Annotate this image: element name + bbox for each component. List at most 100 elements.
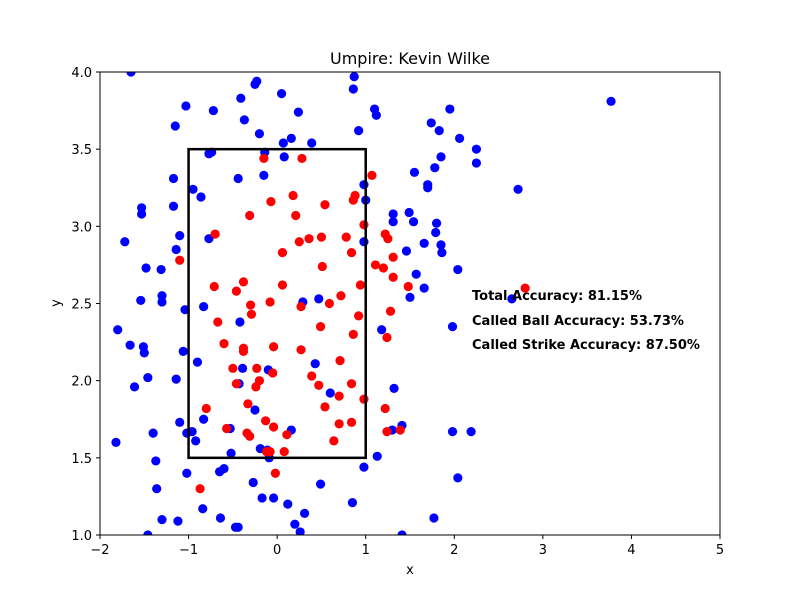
strike-point xyxy=(348,195,358,205)
ball-point xyxy=(359,462,369,472)
ball-point xyxy=(431,218,442,228)
ball-point xyxy=(239,115,249,125)
strike-point xyxy=(520,283,530,293)
y-tick-label: 1.0 xyxy=(71,529,92,544)
ball-point xyxy=(250,405,260,415)
strike-point xyxy=(346,417,357,427)
y-tick-label: 1.5 xyxy=(71,452,92,467)
strike-point xyxy=(334,391,344,401)
ball-point xyxy=(310,359,320,369)
ball-point xyxy=(372,451,382,461)
strike-point xyxy=(266,197,276,207)
strike-point xyxy=(380,403,390,414)
ball-point xyxy=(466,426,476,437)
ball-point xyxy=(141,263,151,273)
ball-point xyxy=(199,301,209,312)
ball-point xyxy=(171,374,181,384)
ball-point xyxy=(404,207,414,218)
strike-point xyxy=(388,272,398,282)
strike-point xyxy=(334,419,344,429)
strike-point xyxy=(335,356,345,366)
ball-point xyxy=(215,513,226,523)
ball-point xyxy=(279,152,289,162)
ball-point xyxy=(171,244,181,255)
strike-point xyxy=(222,423,232,434)
ball-point xyxy=(151,456,161,466)
strike-point xyxy=(395,425,405,435)
ball-point xyxy=(348,84,358,94)
strike-point xyxy=(261,416,271,426)
ball-point xyxy=(181,101,191,111)
ball-point xyxy=(259,170,269,181)
ball-accuracy-label: Called Ball Accuracy: 53.73% xyxy=(472,314,684,329)
ball-point xyxy=(175,417,185,427)
ball-point xyxy=(389,383,399,393)
strike-accuracy-label: Called Strike Accuracy: 87.50% xyxy=(472,338,700,353)
strike-point xyxy=(297,153,307,164)
strike-point xyxy=(336,291,346,301)
x-tick-label: 2 xyxy=(450,543,458,558)
ball-point xyxy=(113,325,123,335)
ball-point xyxy=(143,372,153,383)
ball-point xyxy=(401,246,412,256)
strike-point xyxy=(195,484,205,494)
strike-point xyxy=(213,317,223,327)
points-layer xyxy=(111,72,616,535)
y-tick-label: 3.5 xyxy=(71,143,92,158)
strike-zone xyxy=(187,147,367,460)
ball-point xyxy=(436,240,446,250)
x-tick-label: 5 xyxy=(716,543,724,558)
ball-point xyxy=(409,167,420,177)
ball-point xyxy=(137,209,147,219)
strike-point xyxy=(341,232,351,242)
strike-point xyxy=(378,263,389,273)
ball-point xyxy=(354,126,364,136)
ball-point xyxy=(437,247,447,258)
strike-point xyxy=(403,281,413,292)
strike-point xyxy=(231,286,241,296)
x-tick-label: −2 xyxy=(90,543,109,558)
ball-point xyxy=(286,133,296,143)
y-tick-label: 4.0 xyxy=(71,66,92,81)
ball-point xyxy=(136,295,146,306)
strike-point xyxy=(291,210,301,221)
ball-point xyxy=(226,448,236,458)
ball-point xyxy=(606,96,616,106)
ball-point xyxy=(377,325,387,335)
ball-point xyxy=(157,514,167,525)
ball-point xyxy=(315,479,326,489)
strike-point xyxy=(265,447,275,457)
ball-point xyxy=(431,227,441,238)
ball-point xyxy=(157,297,167,307)
strike-point xyxy=(270,468,280,478)
ball-point xyxy=(453,264,463,275)
ball-point xyxy=(434,126,444,136)
ball-point xyxy=(208,105,218,116)
strike-point xyxy=(269,422,279,432)
ball-point xyxy=(447,322,458,332)
ball-point xyxy=(129,382,140,392)
ball-point xyxy=(152,484,162,494)
ball-point xyxy=(192,357,203,367)
ball-point xyxy=(198,504,208,514)
ball-point xyxy=(188,184,198,194)
strike-point xyxy=(382,332,392,343)
strike-point xyxy=(316,232,327,242)
ball-point xyxy=(233,173,243,184)
ball-point xyxy=(120,237,130,247)
ball-point xyxy=(423,183,433,193)
ball-point xyxy=(126,72,136,77)
strike-point xyxy=(251,382,261,392)
ball-point xyxy=(325,388,335,398)
ball-point xyxy=(426,118,436,128)
strike-point xyxy=(296,301,306,312)
strike-point xyxy=(315,322,326,332)
ball-point xyxy=(405,292,415,302)
strike-point xyxy=(388,252,398,262)
y-axis-label: y xyxy=(49,299,64,307)
strike-point xyxy=(245,431,255,441)
strike-point xyxy=(243,399,253,409)
ball-point xyxy=(278,138,288,148)
